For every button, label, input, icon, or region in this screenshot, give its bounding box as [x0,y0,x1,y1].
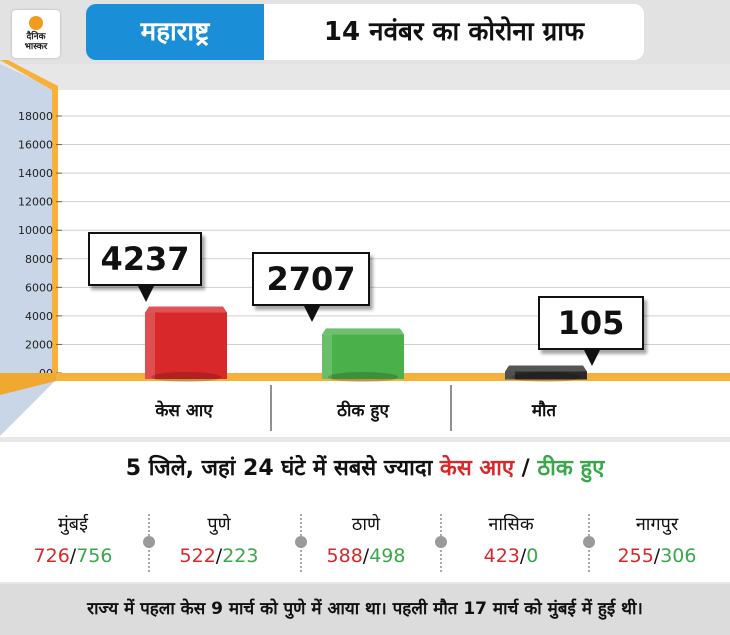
value-callout-cases: 4237 [88,232,202,302]
bar-highlight [145,312,155,379]
bar-top [322,328,404,335]
district-slash: / [215,545,223,567]
y-tick-label: 14000 [18,167,53,180]
districts-heading-text: 5 जिले, जहां 24 घंटे में सबसे ज्यादा [125,456,440,481]
value-callout-deaths: 105 [538,296,644,366]
category-label-cases: केस आए [155,401,213,421]
district-recovered: 756 [76,545,113,567]
sun-icon [29,16,43,30]
chart-side-wall [0,64,56,436]
districts-heading-sep: / [514,456,538,481]
separator-dot [143,536,155,548]
district-recovered: 498 [369,545,406,567]
separator-dot [583,536,595,548]
district-recovered: 0 [526,545,539,567]
state-tag: महाराष्ट्र [86,4,264,60]
district-item: नागपुर 255/306 [584,512,730,569]
y-tick-label: 4000 [25,310,53,323]
district-name: मुंबई [58,514,88,535]
district-cases: 588 [326,545,363,567]
category-label-recovered: ठीक हुए [337,401,389,421]
district-slash: / [362,545,370,567]
bar [145,312,227,379]
district-cases: 255 [617,545,654,567]
bar-top [145,306,227,313]
y-tick-label: 16000 [18,139,53,152]
district-name: ठाणे [351,514,381,535]
district-separator [583,514,595,572]
logo-text-line2: भास्कर [24,42,48,52]
page-title: 14 नवंबर का कोरोना ग्राफ [264,4,644,60]
district-recovered: 306 [660,545,697,567]
district-values: 255/306 [584,543,730,569]
header-bar: दैनिक भास्कर महाराष्ट्र 14 नवंबर का कोरो… [0,0,730,64]
footer-note: राज्य में पहला केस 9 मार्च को पुणे में आ… [87,599,643,619]
district-values: 423/0 [438,543,584,569]
district-separator [143,514,155,572]
y-tick-label: 10000 [18,224,53,237]
district-cases: 726 [33,545,70,567]
y-tick-label: 12000 [18,196,53,209]
districts-heading-cases: केस आए [439,456,514,481]
district-values: 588/498 [293,543,439,569]
district-slash: / [519,545,527,567]
bar-highlight [505,371,515,380]
districts-heading: 5 जिले, जहां 24 घंटे में सबसे ज्यादा केस… [0,452,730,482]
district-list: मुंबई 726/756 पुणे 522/223 ठाणे 588/498 … [0,500,730,582]
district-item: नासिक 423/0 [438,512,584,569]
bar-top [505,365,587,372]
logo-text-line1: दैनिक [26,32,46,42]
y-axis-top-edge [0,60,58,90]
district-cases: 522 [179,545,216,567]
district-slash: / [653,545,661,567]
district-values: 522/223 [146,543,292,569]
bar-shadow [151,372,221,382]
district-name: नागपुर [635,514,679,535]
district-slash: / [69,545,77,567]
y-tick-label: 6000 [25,281,53,294]
bar-shadow [328,372,398,382]
footer-note-bar: राज्य में पहला केस 9 मार्च को पुणे में आ… [0,584,730,635]
category-divider [450,385,452,431]
separator-dot [435,536,447,548]
y-tick-label: 2000 [25,338,53,351]
bar [322,334,404,379]
y-axis-bar [52,86,58,378]
district-item: ठाणे 588/498 [293,512,439,569]
district-item: पुणे 522/223 [146,512,292,569]
category-divider [270,385,272,431]
dainik-bhaskar-logo: दैनिक भास्कर [12,10,60,58]
district-name: पुणे [207,514,231,535]
district-cases: 423 [483,545,520,567]
district-recovered: 223 [222,545,259,567]
y-tick-label: 18000 [18,110,53,123]
x-axis-side-edge [0,373,56,395]
bar-highlight [322,334,332,379]
bar-chart: 0020004000600080001000012000140001600018… [0,60,730,436]
district-name: नासिक [488,514,534,535]
bar-shadow [511,372,581,382]
y-tick-label: 8000 [25,253,53,266]
separator-dot [295,536,307,548]
district-separator [295,514,307,572]
category-label-deaths: मौत [531,401,557,421]
district-values: 726/756 [0,543,146,569]
value-callout-recovered: 2707 [252,252,370,322]
districts-heading-bar: 5 जिले, जहां 24 घंटे में सबसे ज्यादा केस… [0,442,730,500]
districts-heading-recovered: ठीक हुए [537,456,605,481]
district-item: मुंबई 726/756 [0,512,146,569]
bar [505,371,587,380]
district-separator [435,514,447,572]
